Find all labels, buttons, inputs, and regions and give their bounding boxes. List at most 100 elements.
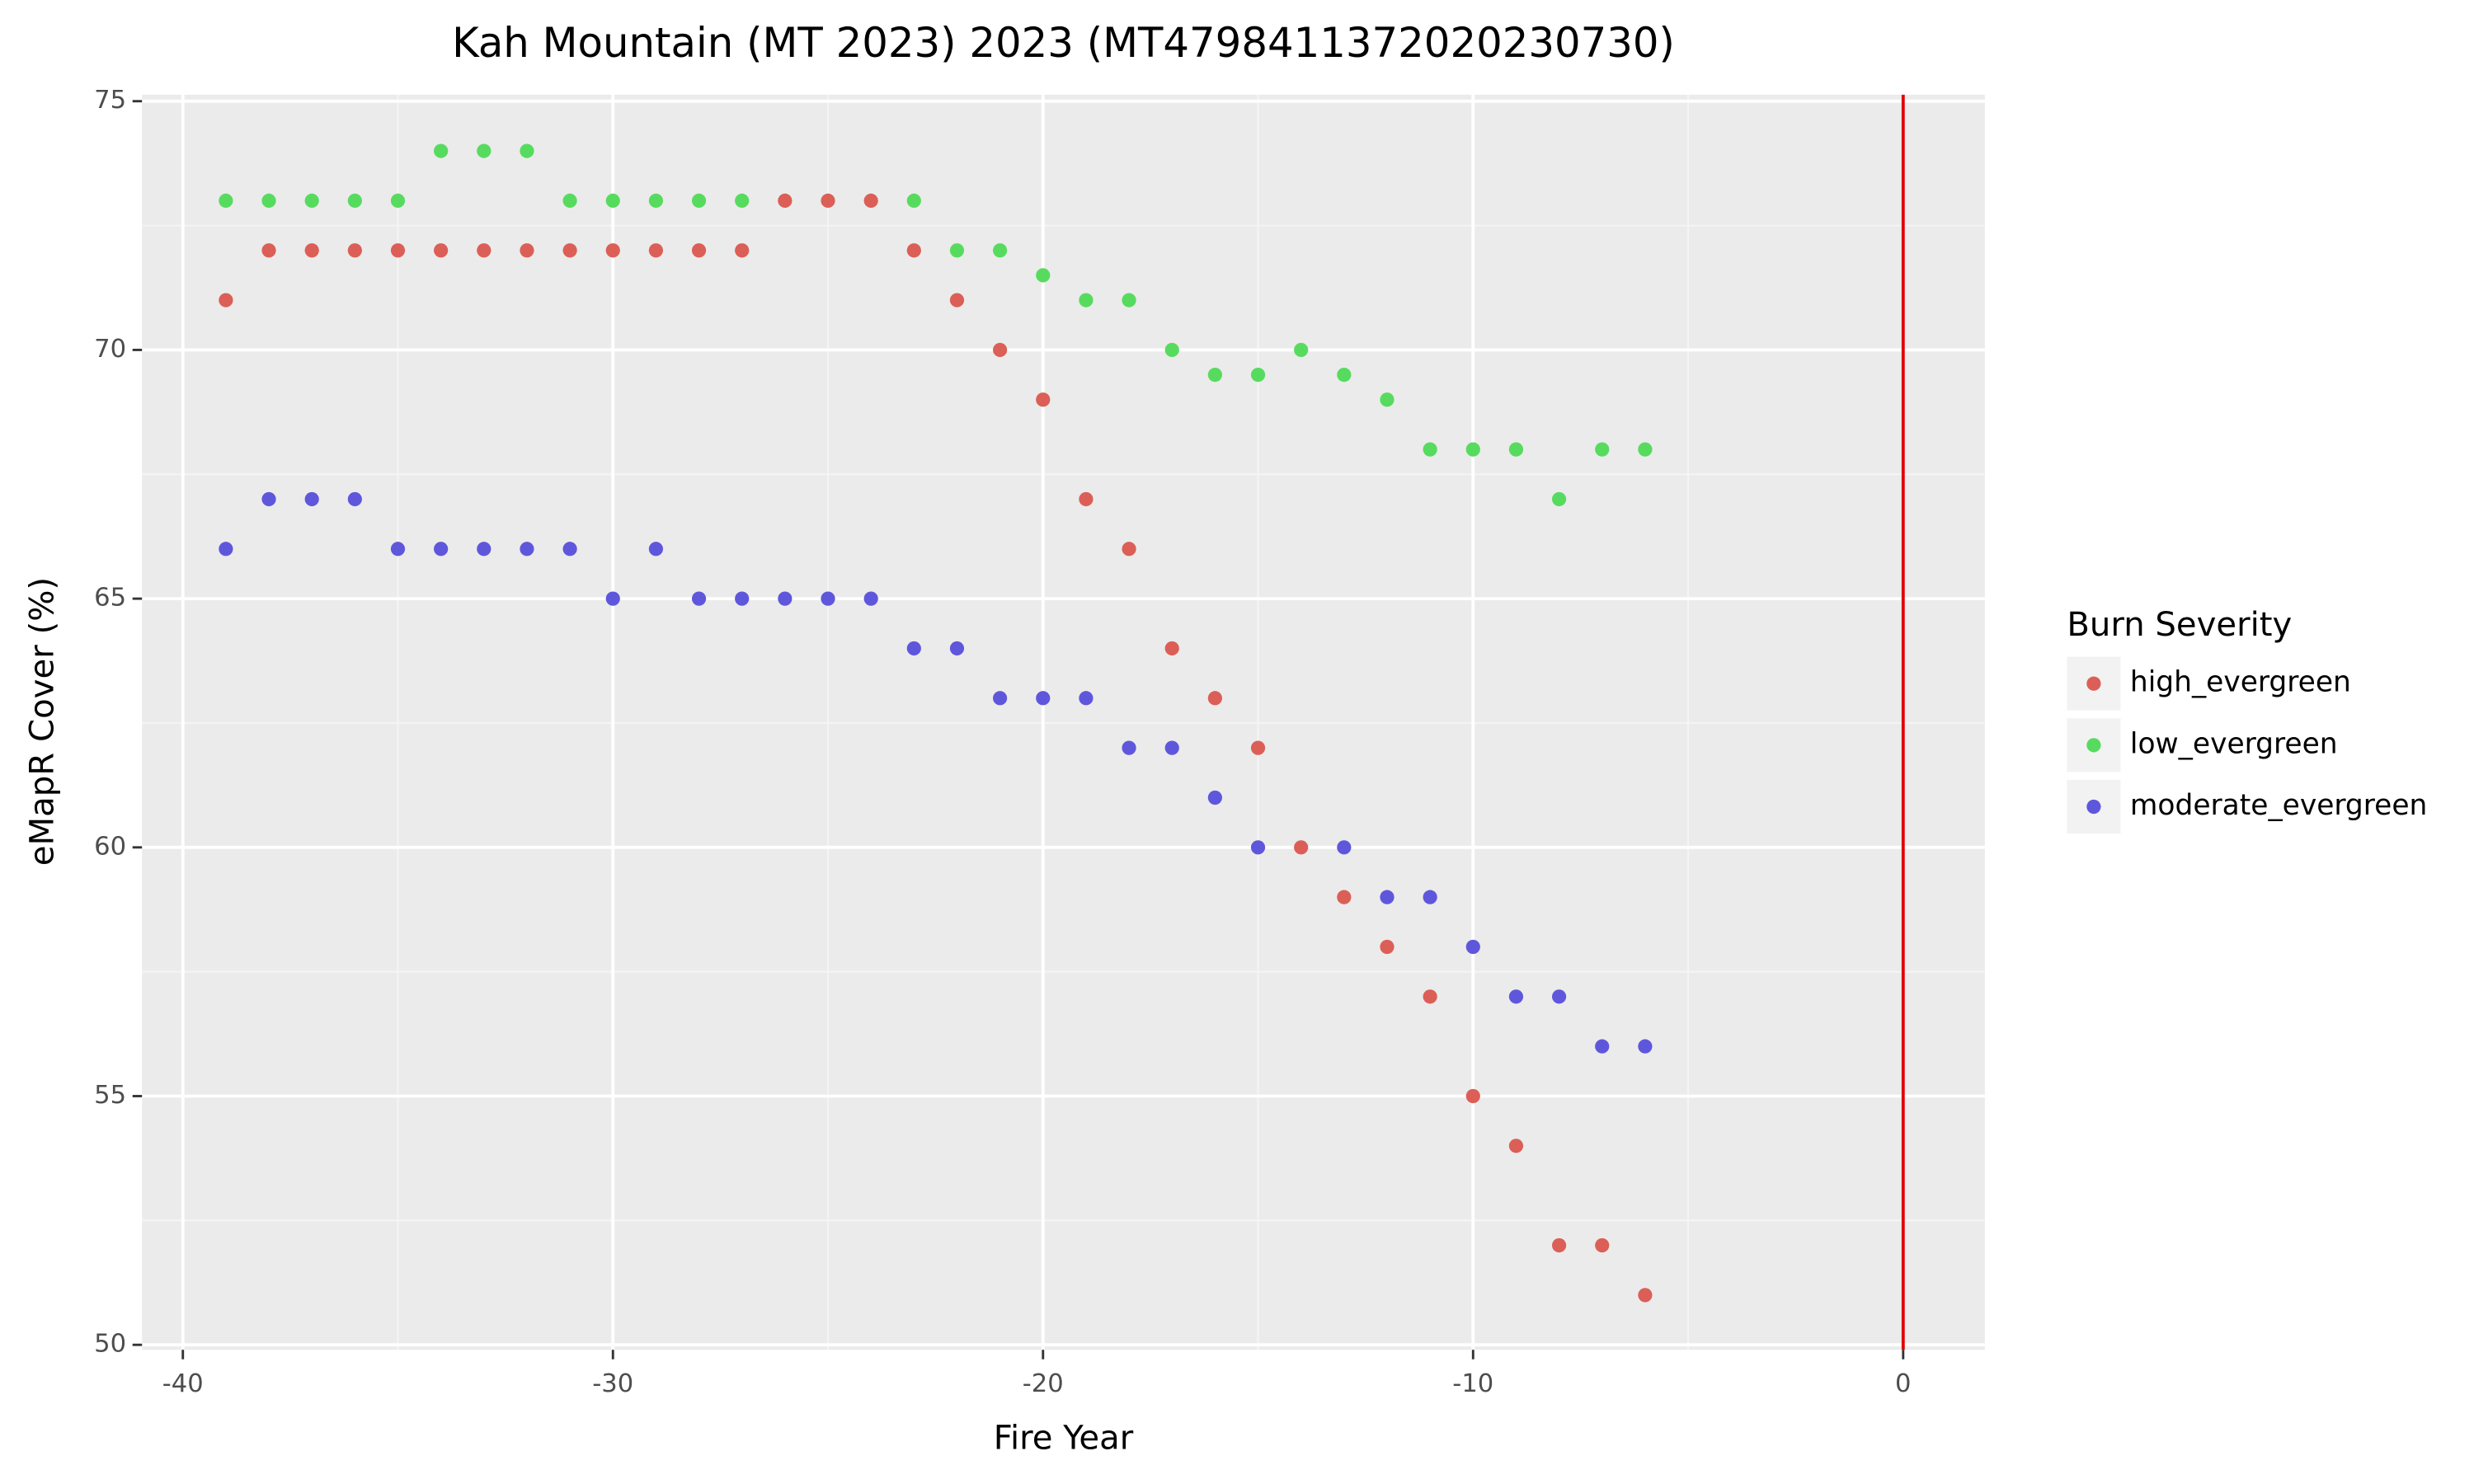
point <box>304 243 319 258</box>
point <box>906 243 921 258</box>
point <box>778 591 793 606</box>
point <box>1595 1237 1610 1253</box>
point <box>219 293 233 308</box>
point <box>949 641 965 656</box>
point <box>219 193 233 209</box>
point <box>1036 268 1051 283</box>
point <box>863 591 878 606</box>
y-tick-label: 65 <box>94 584 126 613</box>
point <box>1207 691 1222 706</box>
point <box>520 243 534 258</box>
point <box>390 542 406 556</box>
point <box>863 193 878 209</box>
point <box>1294 840 1309 855</box>
point <box>1207 790 1222 805</box>
point <box>1380 392 1395 407</box>
point <box>735 243 750 258</box>
point <box>1122 293 1136 308</box>
point <box>1337 890 1352 904</box>
point <box>434 143 449 158</box>
point <box>1337 367 1352 383</box>
point <box>520 143 534 158</box>
point <box>691 193 707 209</box>
point <box>1294 342 1309 358</box>
legend-label: high_evergreen <box>2130 666 2351 699</box>
y-tick-label: 60 <box>94 832 126 861</box>
point <box>1551 1237 1567 1253</box>
point <box>347 193 362 209</box>
point <box>1337 840 1352 855</box>
point <box>261 243 276 258</box>
point <box>1595 1039 1610 1054</box>
y-tick-label: 70 <box>94 335 126 364</box>
legend-symbol <box>2086 799 2101 815</box>
point <box>1508 1139 1524 1153</box>
point <box>605 591 620 606</box>
legend-label: low_evergreen <box>2130 727 2338 760</box>
y-tick-label: 55 <box>94 1081 126 1110</box>
point <box>1207 367 1222 383</box>
point <box>1250 840 1266 855</box>
point <box>1638 1288 1653 1303</box>
point <box>1164 740 1179 755</box>
point <box>562 193 577 209</box>
point <box>648 243 664 258</box>
y-tick-label: 50 <box>94 1330 126 1359</box>
point <box>1380 890 1395 904</box>
point <box>1036 392 1051 407</box>
point <box>1423 989 1437 1004</box>
chart-title: Kah Mountain (MT 2023) 2023 (MT479841137… <box>452 19 1675 67</box>
point <box>906 193 921 209</box>
legend-title: Burn Severity <box>2067 606 2292 644</box>
point <box>1164 342 1179 358</box>
point <box>648 193 664 209</box>
point <box>261 491 276 507</box>
point <box>691 243 707 258</box>
point <box>735 193 750 209</box>
point <box>778 193 793 209</box>
point <box>1036 691 1051 706</box>
point <box>949 293 965 308</box>
point <box>1423 442 1437 457</box>
point <box>1250 367 1266 383</box>
point <box>434 542 449 556</box>
point <box>1508 989 1524 1004</box>
point <box>304 491 319 507</box>
point <box>993 342 1008 358</box>
point <box>261 193 276 209</box>
point <box>1638 442 1653 457</box>
point <box>1508 442 1524 457</box>
x-tick-label: -30 <box>592 1369 633 1398</box>
point <box>1465 939 1480 955</box>
point <box>477 243 492 258</box>
point <box>1551 491 1567 507</box>
point <box>1164 641 1179 656</box>
point <box>1122 740 1136 755</box>
point <box>1079 691 1094 706</box>
point <box>949 243 965 258</box>
point <box>477 143 492 158</box>
point <box>648 542 664 556</box>
point <box>1465 442 1480 457</box>
point <box>1079 491 1094 507</box>
y-axis-title: eMapR Cover (%) <box>24 577 62 866</box>
point <box>821 193 835 209</box>
point <box>390 193 406 209</box>
legend-symbol <box>2086 676 2101 691</box>
x-tick-label: 0 <box>1895 1369 1911 1398</box>
x-axis-title: Fire Year <box>994 1419 1134 1457</box>
point <box>735 591 750 606</box>
point <box>434 243 449 258</box>
point <box>1638 1039 1653 1054</box>
point <box>1250 740 1266 755</box>
x-tick-label: -40 <box>162 1369 204 1398</box>
point <box>906 641 921 656</box>
point <box>1465 1088 1480 1104</box>
point <box>1380 939 1395 955</box>
point <box>691 591 707 606</box>
point <box>520 542 534 556</box>
point <box>605 193 620 209</box>
point <box>390 243 406 258</box>
point <box>1423 890 1437 904</box>
